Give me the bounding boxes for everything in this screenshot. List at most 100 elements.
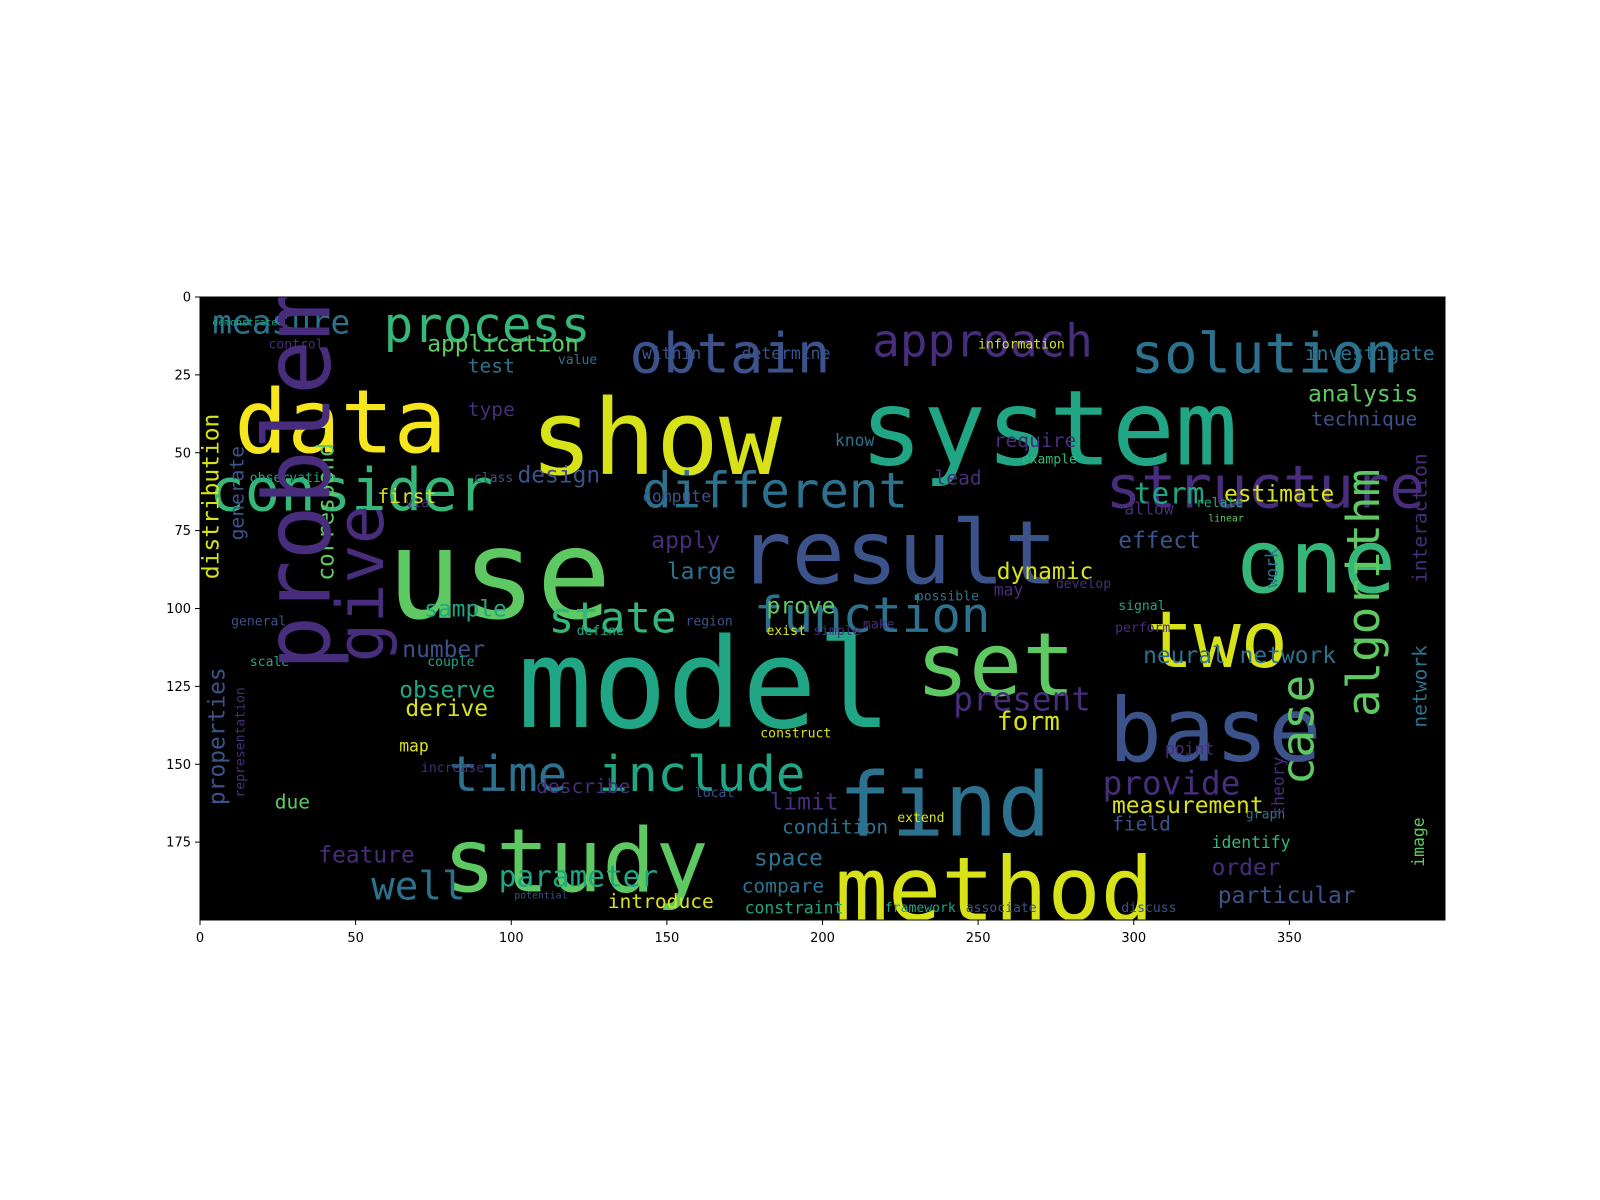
word-design: design	[518, 463, 601, 489]
word-make: make	[863, 618, 895, 633]
word-show: show	[530, 377, 783, 499]
word-two: two	[1146, 594, 1288, 686]
word-measurement: measurement	[1112, 793, 1264, 819]
word-develop: develop	[1056, 577, 1111, 592]
word-demonstrate: demonstrate	[212, 317, 277, 328]
word-properties: properties	[205, 667, 231, 805]
x-tick-label: 300	[1121, 931, 1146, 946]
x-tick-label: 100	[499, 931, 524, 946]
word-term: term	[1134, 477, 1205, 511]
word-require: require	[994, 429, 1077, 452]
word-constraint: constraint	[745, 898, 844, 917]
word-system: system	[860, 368, 1238, 490]
word-know: know	[835, 431, 875, 450]
word-feature: feature	[318, 843, 414, 869]
word-interaction: interaction	[1409, 453, 1432, 583]
word-give: give	[323, 505, 399, 662]
word-representation: representation	[234, 687, 249, 797]
word-general: general	[231, 615, 286, 630]
word-discuss: discuss	[1121, 901, 1176, 916]
y-tick-label: 75	[174, 524, 191, 539]
x-tick-label: 0	[196, 931, 204, 946]
word-different: different	[642, 461, 908, 519]
x-tick-label: 200	[810, 931, 835, 946]
word-algorithm: algorithm	[1336, 469, 1390, 717]
word-solution: solution	[1131, 322, 1399, 387]
word-perform: perform	[1115, 621, 1170, 636]
word-use: use	[387, 504, 612, 648]
word-analysis: analysis	[1308, 382, 1418, 408]
y-tick-label: 100	[166, 602, 191, 617]
word-local: local	[695, 786, 734, 801]
word-process: process	[384, 296, 591, 354]
word-observe: observe	[399, 678, 495, 704]
word-space: space	[754, 846, 823, 872]
x-tick-label: 50	[347, 931, 364, 946]
word-function: function	[754, 586, 990, 644]
word-technique: technique	[1311, 407, 1417, 430]
word-particular: particular	[1218, 883, 1356, 909]
word-large: large	[667, 559, 736, 585]
word-graph: graph	[1246, 808, 1285, 823]
word-investigate: investigate	[1305, 342, 1435, 365]
word-study: study	[443, 810, 709, 913]
word-couple: couple	[427, 655, 474, 670]
x-axis: 0 50 100 150 200 250 300 350	[196, 920, 1302, 946]
word-model: model	[518, 613, 892, 757]
word-time: time	[449, 745, 567, 803]
word-map: map	[399, 736, 429, 755]
word-data: data	[234, 371, 447, 474]
word-simple: simple	[813, 624, 860, 639]
word-order: order	[1212, 855, 1281, 881]
word-class: class	[474, 471, 513, 486]
word-limit: limit	[770, 790, 839, 816]
y-tick-label: 0	[183, 291, 191, 306]
word-within: within	[642, 344, 701, 363]
y-tick-label: 150	[166, 758, 191, 773]
word-base: base	[1109, 679, 1322, 782]
word-describe: describe	[536, 775, 630, 798]
word-associate: associate	[966, 901, 1037, 916]
word-correspond: correspond	[314, 443, 340, 581]
word-compute: compute	[642, 487, 711, 506]
word-possible: possible	[916, 590, 979, 605]
x-tick-label: 150	[654, 931, 679, 946]
word-image: image	[1409, 817, 1428, 866]
word-potential: potential	[514, 891, 567, 902]
word-network: network	[1409, 645, 1432, 728]
word-control: control	[269, 337, 324, 352]
word-field: field	[1112, 812, 1171, 835]
word-dynamic: dynamic	[997, 559, 1093, 585]
word-test: test	[468, 354, 515, 377]
word-via: via	[405, 496, 429, 511]
word-parameter: parameter	[499, 860, 658, 894]
word-lead: lead	[935, 467, 982, 490]
word-approach: approach	[872, 314, 1093, 368]
word-value: value	[558, 353, 598, 368]
word-one: one	[1237, 511, 1396, 614]
word-distribution: distribution	[198, 414, 224, 579]
word-allow: allow	[1124, 500, 1173, 519]
word-scale: scale	[250, 655, 290, 670]
plot-background	[200, 297, 1445, 920]
word-compare: compare	[742, 875, 825, 898]
word-structure: structure	[1106, 453, 1425, 522]
word-case: case	[1271, 675, 1325, 785]
word-linear: linear	[1208, 514, 1243, 525]
word-condition: condition	[782, 815, 888, 838]
x-tick-label: 250	[966, 931, 991, 946]
word-identify: identify	[1212, 833, 1291, 852]
word-find: find	[838, 754, 1051, 857]
word-apply: apply	[651, 528, 720, 554]
word-measure: measure	[212, 303, 350, 341]
word-effect: effect	[1118, 528, 1201, 554]
word-determine: determine	[742, 344, 831, 363]
x-tick-label: 350	[1277, 931, 1302, 946]
y-tick-label: 50	[174, 446, 191, 461]
word-problem: problem	[244, 285, 351, 671]
word-method: method	[835, 838, 1154, 941]
y-axis: 0 25 50 75 100 125 150 175	[166, 291, 200, 851]
word-example: example	[1022, 453, 1077, 468]
word-observation: observation	[250, 471, 337, 486]
